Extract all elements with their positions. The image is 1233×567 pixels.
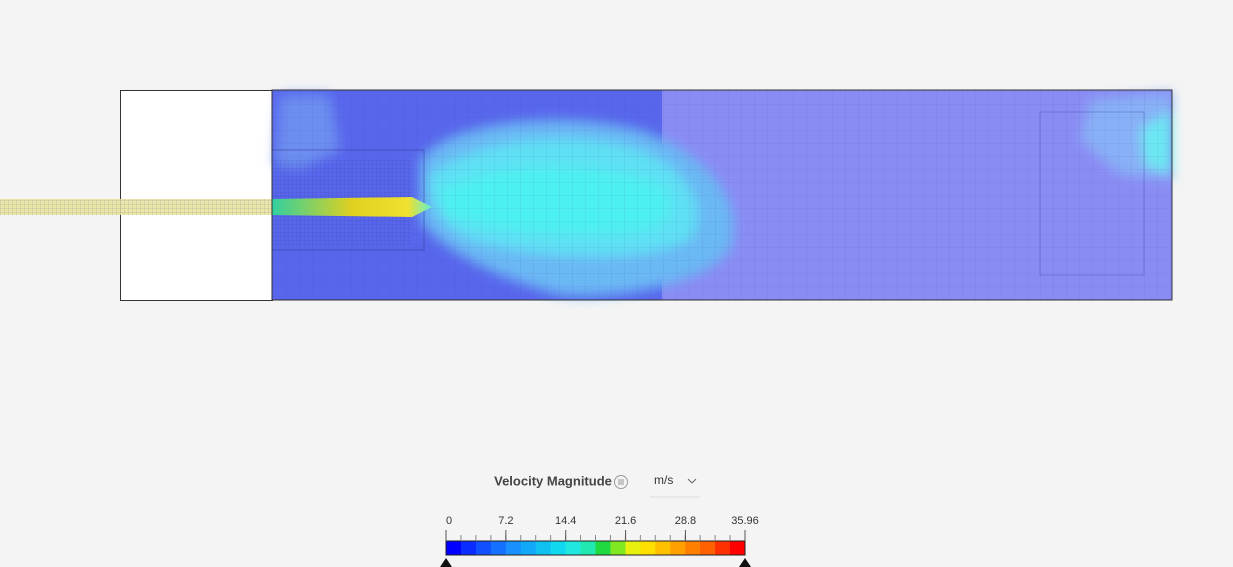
colorbar-swatch	[565, 541, 582, 555]
tick-label: 28.8	[675, 515, 696, 527]
colorbar-swatch	[580, 541, 596, 555]
colorbar-swatch	[610, 541, 626, 555]
colorbar-swatch	[520, 541, 537, 555]
colorbar: 0 7.2 14.4 21.6 28.8 35.96	[445, 515, 759, 556]
colorbar-swatch	[505, 541, 522, 555]
colorbar-swatch	[715, 541, 731, 555]
colorbar-swatch	[640, 541, 656, 555]
colorbar-swatch	[655, 541, 671, 555]
info-icon[interactable]	[614, 475, 628, 489]
tick-label: 35.96	[731, 515, 759, 527]
legend-title: Velocity Magnitude	[494, 473, 612, 488]
colorbar-swatch	[550, 541, 567, 555]
colorbar-swatch	[625, 541, 641, 555]
tick-label: 21.6	[615, 515, 636, 527]
colorbar-swatch	[685, 541, 701, 555]
colorbar-swatch	[446, 541, 462, 555]
colorbar-swatch	[730, 541, 746, 555]
unit-dropdown[interactable]: m/s	[654, 473, 673, 487]
legend: Velocity Magnitude m/s 0 7.2 14.4 21.6 28.8 3…	[440, 473, 759, 567]
colorbar-swatch	[535, 541, 552, 555]
tick-label: 0	[446, 515, 452, 527]
range-handles[interactable]	[440, 558, 751, 567]
colorbar-swatch	[595, 541, 611, 555]
colorbar-swatch	[490, 541, 507, 555]
info-icon-lines	[618, 479, 624, 485]
colorbar-swatch	[670, 541, 686, 555]
tick-label: 7.2	[498, 515, 513, 527]
simulation-domain	[0, 89, 1173, 301]
colorbar-swatch	[475, 541, 492, 555]
tick-label: 14.4	[555, 515, 576, 527]
colorbar-swatch	[700, 541, 716, 555]
dropdown-arrow	[687, 478, 697, 484]
colorbar-swatch	[460, 541, 477, 555]
